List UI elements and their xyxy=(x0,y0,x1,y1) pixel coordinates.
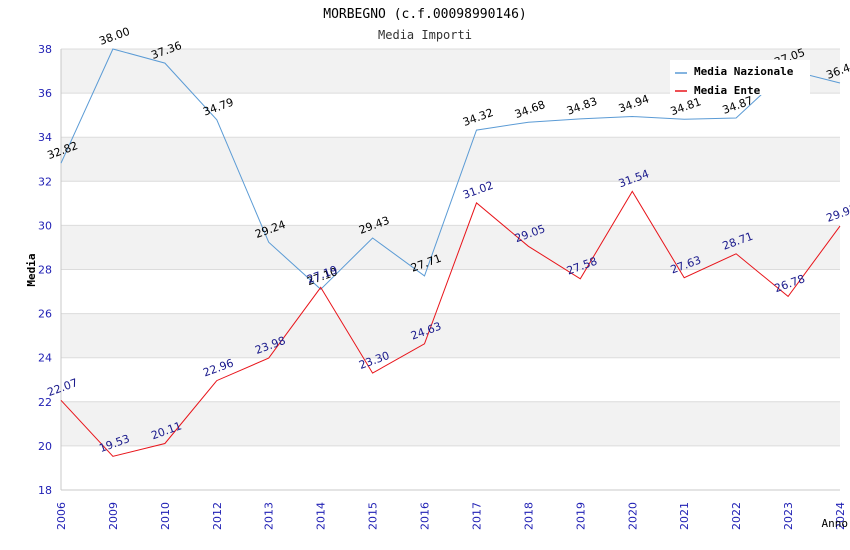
x-tick-label: 2019 xyxy=(574,502,587,530)
x-tick-label: 2016 xyxy=(419,502,432,530)
plot-band xyxy=(61,445,840,490)
y-tick-label: 36 xyxy=(38,87,52,100)
plot-band xyxy=(61,225,840,270)
y-tick-label: 24 xyxy=(38,352,52,365)
plot-band xyxy=(61,93,840,138)
legend-label-ente: Media Ente xyxy=(694,84,761,97)
x-tick-label: 2023 xyxy=(782,502,795,530)
legend-box xyxy=(670,60,810,95)
y-tick-labels: 18 20 22 24 26 28 30 32 34 36 38 xyxy=(38,43,52,497)
x-axis-label: Anno xyxy=(822,517,849,530)
x-tick-label: 2018 xyxy=(522,502,535,530)
y-tick-label: 28 xyxy=(38,264,52,277)
x-tick-label: 2024 xyxy=(834,502,847,530)
x-tick-label: 2009 xyxy=(107,502,120,530)
y-tick-label: 30 xyxy=(38,219,52,232)
y-tick-label: 32 xyxy=(38,175,52,188)
series-line-ente xyxy=(60,190,841,457)
x-tick-label: 2013 xyxy=(263,502,276,530)
chart-title: MORBEGNO (c.f.00098990146) xyxy=(323,7,527,22)
x-tick-label: 2015 xyxy=(367,502,380,530)
x-tick-label: 2017 xyxy=(470,502,483,530)
plot-band xyxy=(61,357,840,402)
plot-band xyxy=(61,269,840,314)
data-label-nazionale: 38.00 xyxy=(98,25,132,48)
axes xyxy=(60,49,840,491)
plot-band xyxy=(61,401,840,446)
x-tick-label: 2022 xyxy=(730,502,743,530)
legend-label-nazionale: Media Nazionale xyxy=(694,65,794,78)
plot-band xyxy=(61,137,840,182)
y-tick-label: 26 xyxy=(38,308,52,321)
x-tick-label: 2014 xyxy=(315,502,328,530)
y-tick-label: 34 xyxy=(38,131,52,144)
y-axis-label: Media xyxy=(25,253,38,286)
plot-background-bands xyxy=(61,49,840,490)
x-tick-label: 2021 xyxy=(678,502,691,530)
x-tick-label: 2020 xyxy=(626,502,639,530)
x-tick-label: 2006 xyxy=(55,502,68,530)
series-lines xyxy=(60,48,841,457)
y-tick-label: 38 xyxy=(38,43,52,56)
y-tick-label: 22 xyxy=(38,396,52,409)
x-tick-label: 2010 xyxy=(159,502,172,530)
y-tick-label: 20 xyxy=(38,440,52,453)
y-tick-label: 18 xyxy=(38,484,52,497)
chart-subtitle: Media Importi xyxy=(378,28,472,42)
series-line-nazionale xyxy=(60,48,841,290)
x-tick-label: 2012 xyxy=(211,502,224,530)
plot-band xyxy=(61,313,840,358)
legend: Media Nazionale Media Ente xyxy=(670,60,810,97)
x-tick-labels: 2006 2009 2010 2012 2013 2014 2015 2016 2017 2018… xyxy=(55,502,847,530)
